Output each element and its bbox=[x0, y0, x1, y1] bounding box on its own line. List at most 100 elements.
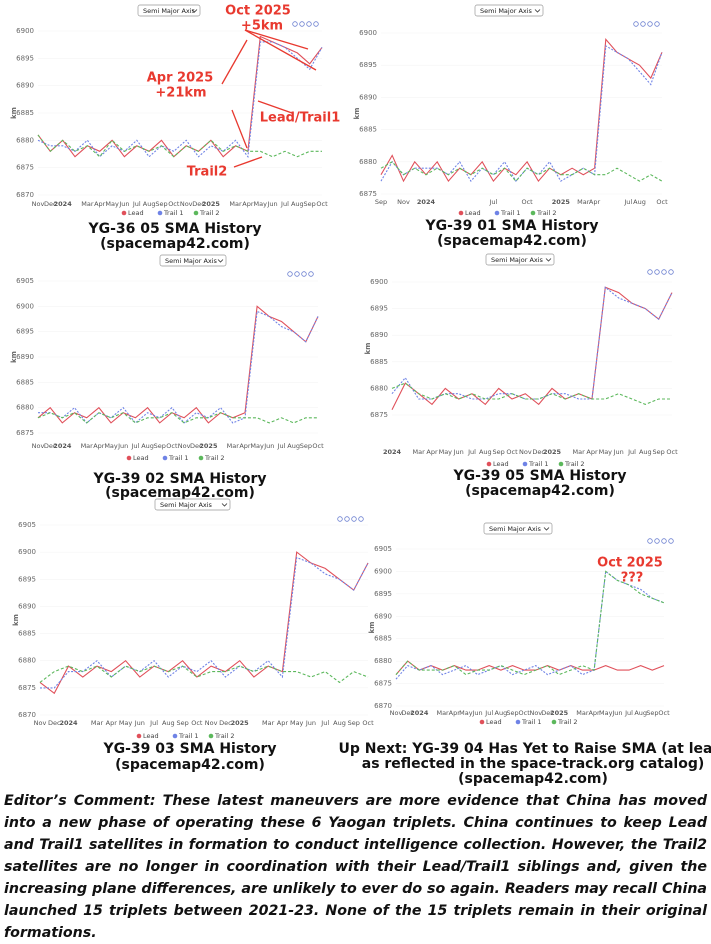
metric-dropdown[interactable]: Semi Major Axis bbox=[154, 498, 231, 511]
toolbar-icon[interactable] bbox=[294, 271, 300, 277]
toolbar-icon[interactable] bbox=[640, 21, 646, 27]
legend-item[interactable]: Trail 1 bbox=[172, 732, 199, 740]
legend-label: Trail 2 bbox=[557, 718, 577, 726]
toolbar-icon[interactable] bbox=[654, 21, 660, 27]
metric-dropdown[interactable]: Semi Major Axis bbox=[159, 254, 227, 267]
legend-marker bbox=[515, 719, 521, 725]
toolbar-icon[interactable] bbox=[308, 271, 314, 277]
dropdown-label: Semi Major Axis bbox=[160, 501, 213, 509]
legend-item[interactable]: Trail 1 bbox=[522, 460, 549, 468]
toolbar-icon[interactable] bbox=[344, 516, 350, 522]
metric-dropdown[interactable]: Semi Major Axis bbox=[483, 522, 553, 535]
toolbar-icon[interactable] bbox=[313, 21, 319, 27]
legend-item[interactable]: Trail 1 bbox=[515, 718, 542, 726]
chart-panel: Semi Major Axis km 6870 6875 6880 6885 6890 689… bbox=[12, 498, 374, 773]
toolbar-icon[interactable] bbox=[654, 269, 660, 275]
legend-item[interactable]: Trail 2 bbox=[193, 209, 220, 217]
legend-item[interactable]: Lead bbox=[136, 732, 159, 740]
x-tick-label: Jun bbox=[134, 719, 145, 727]
toolbar-icon[interactable] bbox=[358, 516, 364, 522]
toolbar-icon[interactable] bbox=[647, 21, 653, 27]
toolbar-icon[interactable] bbox=[292, 21, 298, 27]
x-tick-label: Jun bbox=[471, 709, 482, 717]
toolbar-icon[interactable] bbox=[299, 21, 305, 27]
x-tick-label: Mar bbox=[91, 719, 104, 727]
y-tick-label: 6885 bbox=[16, 378, 34, 386]
series-line bbox=[39, 665, 369, 684]
x-tick-label: Nov bbox=[519, 448, 532, 456]
legend-marker bbox=[157, 210, 163, 216]
x-tick-label: May bbox=[104, 442, 118, 450]
legend-item[interactable]: Trail 1 bbox=[162, 454, 189, 462]
legend-label: Lead bbox=[143, 732, 159, 740]
x-tick-label: Mar bbox=[576, 709, 589, 717]
caption: YG-39 03 SMA History bbox=[102, 741, 276, 757]
x-tick-label: Jul bbox=[488, 198, 497, 206]
caption: YG-36 05 SMA History bbox=[87, 221, 261, 237]
x-tick-label: May bbox=[119, 719, 133, 727]
caption: (spacemap42.com) bbox=[105, 485, 255, 501]
toolbar-icon[interactable] bbox=[287, 271, 293, 277]
x-tick-label: Apr bbox=[426, 448, 438, 456]
toolbar-icon[interactable] bbox=[351, 516, 357, 522]
legend-marker bbox=[126, 455, 132, 461]
x-tick-label: 2025 bbox=[202, 200, 221, 208]
legend-item[interactable]: Trail 1 bbox=[157, 209, 184, 217]
caption: YG-39 05 SMA History bbox=[452, 468, 626, 484]
series-line bbox=[395, 570, 665, 676]
legend-item[interactable]: Trail 2 bbox=[558, 460, 585, 468]
x-tick-label: Aug bbox=[291, 200, 304, 208]
x-tick-label: Nov bbox=[178, 442, 191, 450]
toolbar-icon[interactable] bbox=[337, 516, 343, 522]
toolbar-icon[interactable] bbox=[654, 538, 660, 544]
toolbar-icon[interactable] bbox=[661, 269, 667, 275]
legend-item[interactable]: Trail 2 bbox=[198, 454, 225, 462]
toolbar-icon[interactable] bbox=[633, 21, 639, 27]
legend-item[interactable]: Lead bbox=[479, 718, 502, 726]
y-tick-label: 6895 bbox=[359, 61, 377, 69]
x-tick-label: Aug bbox=[333, 719, 346, 727]
metric-dropdown[interactable]: Semi Major Axis bbox=[485, 253, 555, 266]
x-tick-label: May bbox=[459, 709, 473, 717]
toolbar-icon[interactable] bbox=[301, 271, 307, 277]
caption: (spacemap42.com) bbox=[100, 236, 250, 252]
x-tick-label: Mar bbox=[262, 719, 275, 727]
x-tick-label: Oct bbox=[658, 709, 670, 717]
x-tick-label: Sep bbox=[646, 709, 658, 717]
x-tick-label: Apr bbox=[589, 198, 601, 206]
x-tick-label: Jul bbox=[277, 442, 286, 450]
annotation-arrow bbox=[244, 29, 309, 50]
legend-item[interactable]: Trail 2 bbox=[530, 209, 557, 217]
x-tick-label: Aug bbox=[143, 200, 156, 208]
chart-panel: Semi Major Axis km 6875 6880 6885 6890 6895 690… bbox=[364, 253, 678, 499]
x-tick-label: Sep bbox=[304, 200, 316, 208]
legend-label: Lead bbox=[486, 718, 502, 726]
caption: Up Next: YG-39 04 Has Yet to Raise SMA (… bbox=[339, 741, 711, 757]
legend-label: Trail 1 bbox=[168, 454, 188, 462]
y-tick-label: 6890 bbox=[370, 331, 388, 339]
x-tick-label: Sep bbox=[653, 448, 665, 456]
toolbar-icon[interactable] bbox=[306, 21, 312, 27]
x-tick-label: May bbox=[599, 709, 613, 717]
metric-dropdown[interactable]: Semi Major Axis bbox=[137, 4, 201, 17]
legend-item[interactable]: Lead bbox=[486, 460, 509, 468]
toolbar-icon[interactable] bbox=[647, 538, 653, 544]
toolbar-icon[interactable] bbox=[668, 269, 674, 275]
x-tick-label: Dec bbox=[44, 442, 57, 450]
y-tick-label: 6875 bbox=[16, 164, 34, 172]
legend-marker bbox=[486, 461, 492, 467]
legend-item[interactable]: Lead bbox=[121, 209, 144, 217]
y-tick-label: 6895 bbox=[370, 305, 388, 313]
legend-item[interactable]: Trail 2 bbox=[208, 732, 235, 740]
legend-item[interactable]: Lead bbox=[458, 209, 481, 217]
metric-dropdown[interactable]: Semi Major Axis bbox=[474, 4, 544, 17]
legend-item[interactable]: Trail 2 bbox=[551, 718, 578, 726]
legend-item[interactable]: Lead bbox=[126, 454, 149, 462]
annotation: +5km bbox=[241, 19, 283, 34]
toolbar-icon[interactable] bbox=[668, 538, 674, 544]
x-tick-label: Sep bbox=[493, 448, 505, 456]
legend-item[interactable]: Trail 1 bbox=[494, 209, 521, 217]
toolbar-icon[interactable] bbox=[647, 269, 653, 275]
x-tick-label: Nov bbox=[205, 719, 218, 727]
toolbar-icon[interactable] bbox=[661, 538, 667, 544]
